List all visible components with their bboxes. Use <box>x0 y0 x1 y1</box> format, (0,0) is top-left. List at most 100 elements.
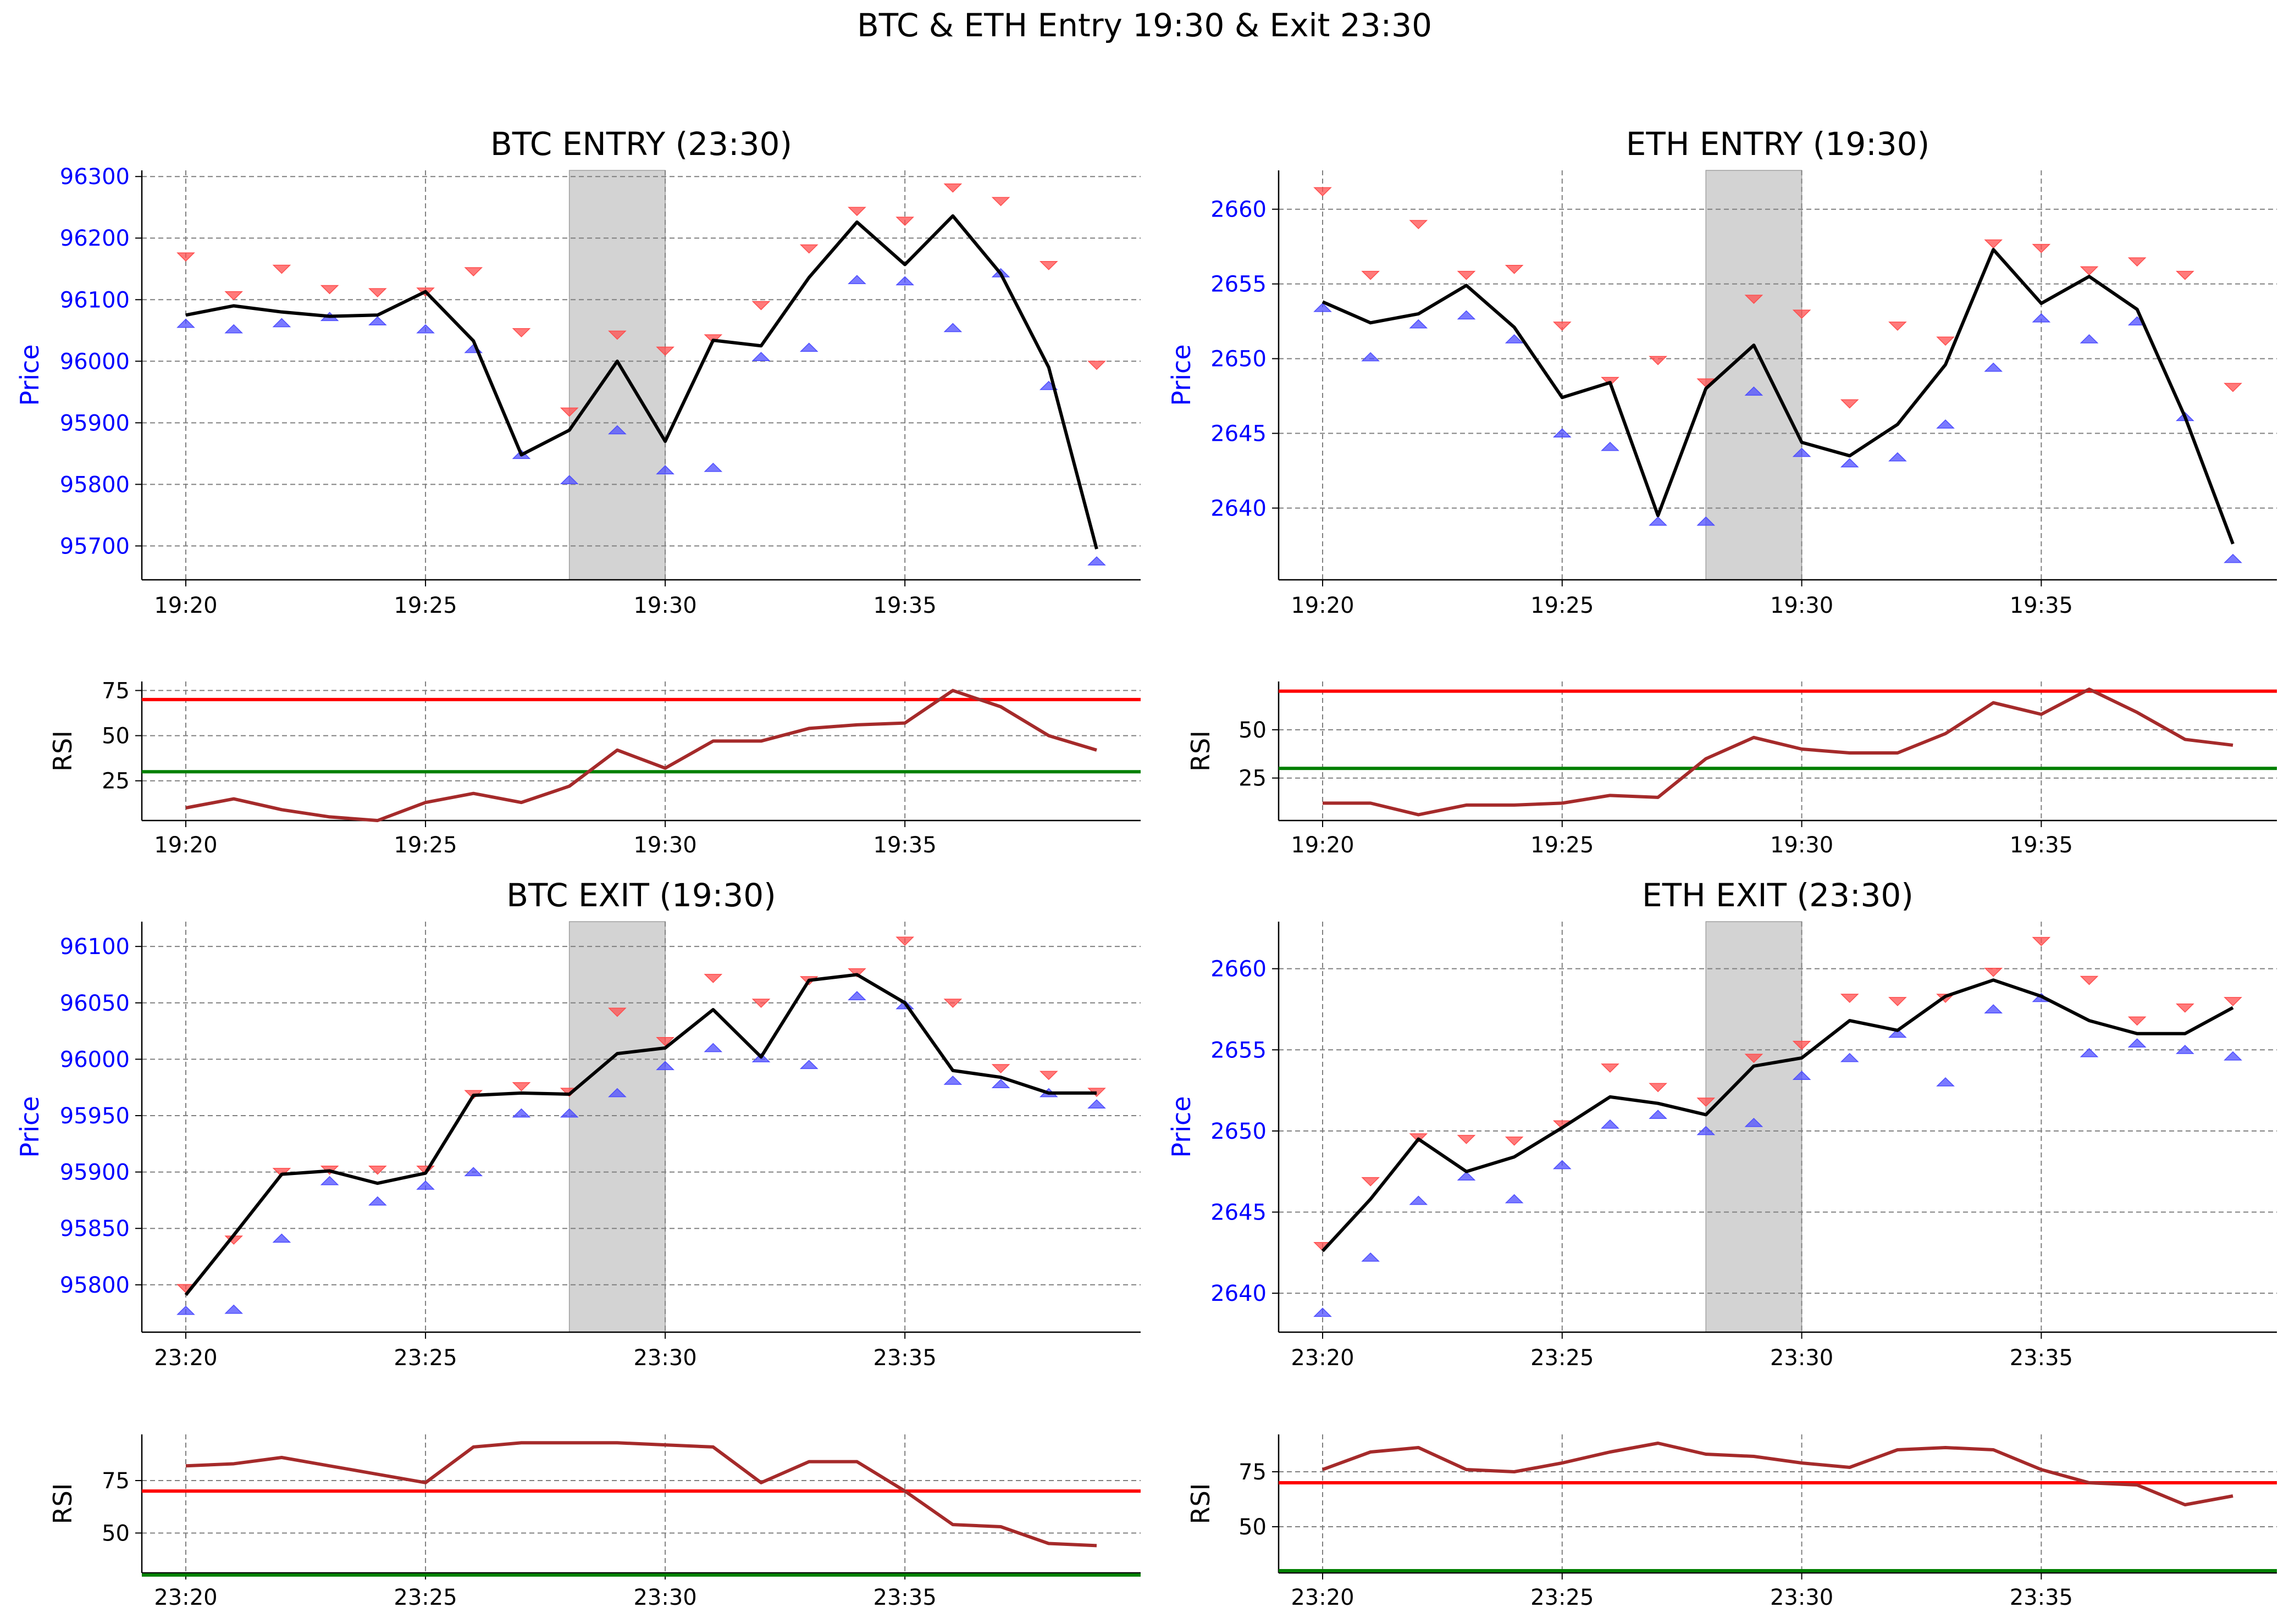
price-xtick-label: 23:25 <box>1530 1345 1594 1371</box>
high-marker <box>1039 261 1058 270</box>
rsi-line <box>1323 688 2233 817</box>
low-marker <box>1792 447 1811 457</box>
rsi-xtick-label: 23:30 <box>1770 1585 1833 1610</box>
low-marker <box>608 1088 627 1098</box>
highlight-span <box>568 921 666 1333</box>
high-marker <box>368 288 387 297</box>
low-marker <box>1696 1126 1716 1135</box>
high-marker <box>2224 997 2242 1006</box>
high-marker <box>1039 1071 1058 1080</box>
high-marker <box>1840 399 1859 409</box>
low-marker <box>608 425 627 435</box>
low-marker <box>1840 1052 1859 1062</box>
low-marker <box>895 276 914 286</box>
price-axis-label: Price <box>15 1096 45 1157</box>
rsi-ytick-label: 50 <box>102 724 130 749</box>
high-marker <box>895 217 914 226</box>
high-marker <box>1744 1054 1763 1063</box>
price-xtick-label: 19:35 <box>873 593 937 618</box>
high-marker <box>656 346 674 356</box>
high-marker <box>1984 239 2003 249</box>
low-marker <box>1505 334 1524 343</box>
price-ytick-label: 95950 <box>60 1104 130 1129</box>
rsi-xtick-label: 23:30 <box>633 1585 696 1610</box>
subplot-3: 95800 95850 95900 95950 96000 96050 96100 23:20… <box>15 877 1141 1610</box>
low-marker <box>2224 1051 2242 1061</box>
high-marker <box>1505 1137 1524 1146</box>
subplot-title: ETH ENTRY (19:30) <box>1626 125 1929 163</box>
high-marker <box>368 1165 387 1175</box>
high-marker <box>799 244 819 254</box>
low-marker <box>1409 1195 1428 1205</box>
price-ytick-label: 2660 <box>1210 957 1267 982</box>
high-marker <box>1792 309 1811 319</box>
low-marker <box>1792 1071 1811 1080</box>
low-marker <box>1505 1194 1524 1204</box>
high-marker <box>320 285 339 295</box>
price-xtick-label: 23:30 <box>1770 1345 1833 1371</box>
high-marker <box>1087 361 1106 370</box>
high-marker <box>704 974 723 983</box>
price-xtick-label: 19:20 <box>154 593 217 618</box>
price-ytick-label: 2645 <box>1210 422 1267 447</box>
rsi-ytick-label: 75 <box>1239 1460 1267 1485</box>
low-marker <box>751 352 771 361</box>
price-ytick-label: 2650 <box>1210 347 1267 372</box>
high-marker <box>2080 266 2099 276</box>
low-marker <box>368 316 387 325</box>
high-marker <box>512 1082 531 1091</box>
price-line <box>184 973 1097 1296</box>
low-marker <box>224 1304 244 1314</box>
high-marker <box>2224 383 2242 392</box>
high-marker <box>991 1064 1010 1073</box>
price-ytick-label: 2655 <box>1210 1038 1267 1063</box>
low-marker <box>2080 334 2099 343</box>
high-marker <box>943 183 963 193</box>
high-marker <box>176 252 195 262</box>
high-marker <box>608 1007 627 1017</box>
rsi-ytick-label: 25 <box>1239 766 1267 791</box>
high-marker <box>272 264 291 274</box>
low-marker <box>704 462 723 472</box>
price-xtick-label: 19:20 <box>1291 593 1354 618</box>
rsi-ytick-label: 50 <box>1239 718 1267 743</box>
price-ytick-label: 2650 <box>1210 1119 1267 1144</box>
low-marker <box>1087 1099 1106 1108</box>
price-ytick-label: 95900 <box>60 1160 130 1185</box>
low-marker <box>1696 516 1716 526</box>
low-marker <box>1984 1004 2003 1013</box>
price-xtick-label: 23:20 <box>1291 1345 1354 1371</box>
rsi-xtick-label: 19:30 <box>1770 833 1833 858</box>
high-marker <box>991 197 1010 207</box>
low-marker <box>560 1108 579 1118</box>
low-marker <box>943 1076 963 1085</box>
low-marker <box>224 324 244 334</box>
price-ytick-label: 96100 <box>60 287 130 313</box>
high-marker <box>943 999 963 1008</box>
price-xtick-label: 23:25 <box>394 1345 457 1371</box>
low-marker <box>320 1176 339 1185</box>
price-xtick-label: 19:30 <box>1770 593 1833 618</box>
rsi-ytick-label: 50 <box>1239 1515 1267 1540</box>
low-marker <box>1649 516 1667 526</box>
high-marker <box>1888 997 1907 1006</box>
high-marker <box>1888 322 1907 331</box>
price-line <box>185 214 1098 550</box>
low-marker <box>1744 386 1763 396</box>
high-marker <box>1649 356 1667 365</box>
rsi-xtick-label: 23:20 <box>154 1585 217 1610</box>
high-marker <box>1505 264 1524 274</box>
high-marker <box>848 968 866 978</box>
low-marker <box>2224 553 2242 563</box>
low-marker <box>464 1167 483 1177</box>
rsi-xtick-label: 19:30 <box>633 833 696 858</box>
low-marker <box>1361 1252 1380 1262</box>
low-marker <box>2127 1038 2147 1047</box>
high-marker <box>1649 1083 1667 1093</box>
high-marker <box>1601 1063 1619 1073</box>
subplot-2: 2640 2645 2650 2655 2660 19:20 19:25 19:30 19:35… <box>1166 125 2277 858</box>
low-marker <box>416 324 435 334</box>
rsi-xtick-label: 19:35 <box>873 833 937 858</box>
price-xtick-label: 23:35 <box>2010 1345 2073 1371</box>
